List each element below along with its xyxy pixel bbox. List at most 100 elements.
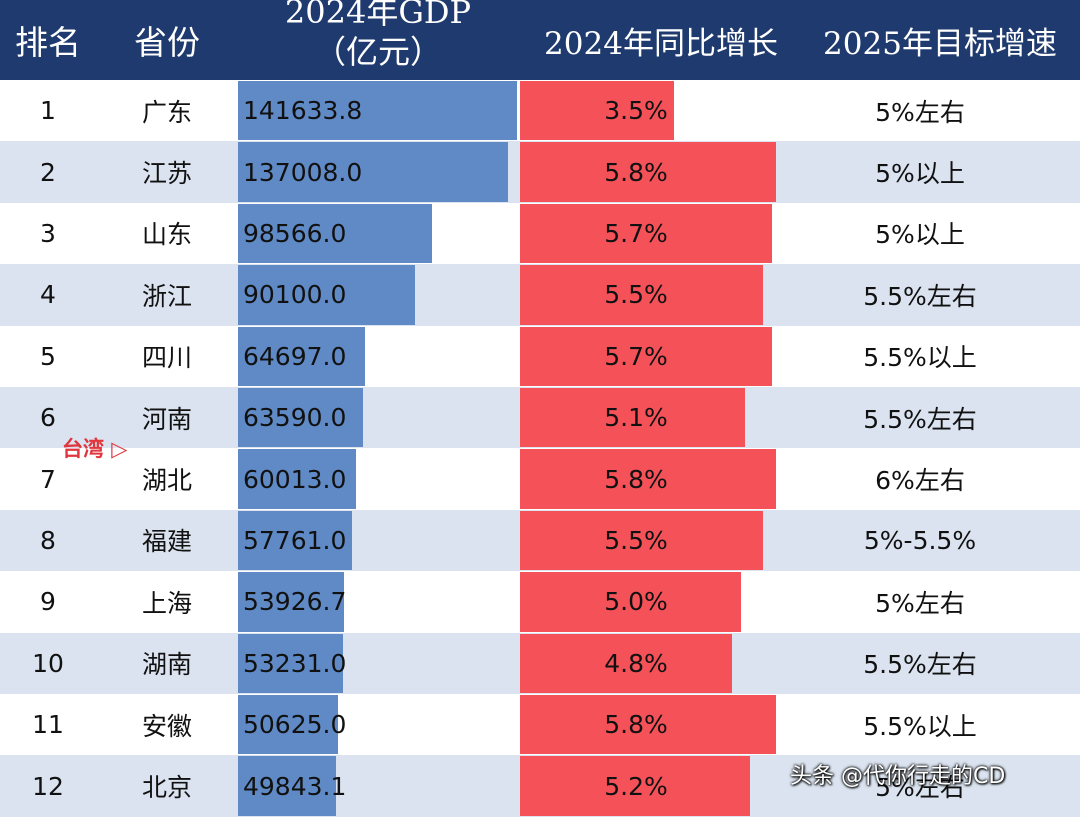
- province-cell: 广东: [141, 97, 192, 127]
- target-cell: 5.5%以上: [863, 343, 977, 373]
- growth-bar: [520, 81, 675, 141]
- province-cell: 福建: [141, 527, 192, 557]
- rank-cell: 5: [40, 341, 56, 371]
- header-rank: 排名: [15, 23, 81, 62]
- gdp-bar: [238, 572, 345, 632]
- province-cell: 江苏: [141, 159, 192, 189]
- table-row: 3 山东 98566.0 5.7% 5%以上: [0, 202, 1080, 265]
- growth-label: 5.2%: [604, 771, 668, 801]
- table-row: 12 北京 49843.1 5.2% 5%左右: [0, 755, 1080, 817]
- rank-cell: 2: [40, 157, 56, 187]
- growth-label: 5.5%: [604, 280, 668, 310]
- growth-label: 5.5%: [604, 525, 668, 555]
- rank-cell: 6: [40, 403, 56, 433]
- table-row: 4 浙江 90100.0 5.5% 5.5%左右: [0, 264, 1080, 326]
- gdp-label: 60013.0: [243, 464, 347, 494]
- target-cell: 5.5%左右: [863, 404, 977, 434]
- target-cell: 5%左右: [875, 97, 965, 127]
- table-row: 10 湖南 53231.0 4.8% 5.5%左右: [0, 632, 1080, 694]
- gdp-label: 50625.0: [243, 710, 347, 740]
- target-cell: 5.5%左右: [863, 650, 977, 680]
- table-header: 排名 省份 2024年GDP （亿元） 2024年同比增长 2025年目标增速: [0, 0, 1080, 80]
- gdp-label: 98566.0: [243, 218, 347, 248]
- province-cell: 上海: [141, 588, 192, 618]
- target-cell: 5.5%左右: [863, 281, 977, 311]
- rank-cell: 10: [32, 648, 64, 678]
- rank-cell: 3: [40, 218, 56, 248]
- growth-bar: [520, 265, 763, 325]
- table-row: 7 湖北 60013.0 5.8% 6%左右: [0, 448, 1080, 510]
- gdp-bar: [238, 388, 364, 448]
- growth-bar: [520, 449, 776, 509]
- target-cell: 5%以上: [875, 220, 965, 250]
- growth-bar: [520, 572, 741, 632]
- rank-cell: 1: [40, 96, 56, 126]
- growth-bar: [520, 388, 746, 448]
- gdp-bar: [238, 326, 366, 386]
- gdp-label: 53926.7: [243, 587, 347, 617]
- rank-cell: 7: [40, 464, 56, 494]
- table-row: 2 江苏 137008.0 5.8% 5%以上: [0, 141, 1080, 203]
- gdp-bar: [238, 449, 357, 509]
- growth-bar: [520, 510, 763, 571]
- growth-bar: [520, 326, 772, 386]
- rank-cell: 8: [40, 525, 56, 555]
- header-gdp-line1: 2024年GDP: [284, 0, 472, 31]
- growth-bar: [520, 756, 750, 816]
- target-cell: 5%以上: [875, 159, 965, 189]
- rank-cell: 12: [32, 771, 64, 801]
- gdp-label: 53231.0: [243, 648, 347, 678]
- gdp-bar: [238, 203, 433, 264]
- header-target: 2025年目标增速: [823, 25, 1057, 62]
- table-row: 9 上海 53926.7 5.0% 5%左右: [0, 571, 1080, 633]
- province-cell: 河南: [141, 404, 192, 434]
- rank-cell: 11: [32, 710, 64, 740]
- growth-bar: [520, 633, 732, 693]
- growth-label: 5.0%: [604, 587, 668, 617]
- header-gdp-line2: （亿元）: [313, 33, 442, 71]
- gdp-label: 64697.0: [243, 341, 347, 371]
- gdp-label: 57761.0: [243, 525, 347, 555]
- growth-label: 5.8%: [604, 710, 668, 740]
- gdp-label: 141633.8: [243, 96, 363, 126]
- growth-label: 5.7%: [604, 341, 668, 371]
- growth-label: 5.8%: [604, 464, 668, 494]
- province-cell: 湖南: [141, 650, 192, 680]
- gdp-bar: [238, 142, 508, 202]
- province-cell: 四川: [141, 343, 192, 373]
- gdp-bar: [238, 265, 416, 325]
- growth-label: 5.7%: [604, 218, 668, 248]
- province-cell: 浙江: [141, 281, 192, 311]
- rank-cell: 9: [40, 587, 56, 617]
- table-row: 11 安徽 50625.0 5.8% 5.5%以上: [0, 694, 1080, 756]
- taiwan-annotation: 台湾 ▷: [62, 437, 128, 461]
- gdp-bar: [238, 510, 352, 571]
- growth-label: 4.8%: [604, 648, 668, 678]
- gdp-bar: [238, 81, 517, 141]
- header-gdp: 2024年GDP （亿元）: [238, 0, 518, 72]
- table-row: 8 福建 57761.0 5.5% 5%-5.5%: [0, 509, 1080, 572]
- province-cell: 湖北: [141, 466, 192, 496]
- gdp-bar: [238, 695, 338, 755]
- table-row: 1 广东 141633.8 3.5% 5%左右: [0, 80, 1080, 142]
- header-province: 省份: [134, 23, 200, 62]
- table-row: 5 四川 64697.0 5.7% 5.5%以上: [0, 325, 1080, 387]
- table-row: 6 河南 63590.0 5.1% 5.5%左右: [0, 387, 1080, 449]
- target-cell: 5%左右: [875, 773, 965, 803]
- gdp-label: 49843.1: [243, 771, 347, 801]
- watermark: 头条 @代你行走的CD: [790, 764, 1006, 789]
- gdp-bar: [238, 633, 343, 693]
- province-cell: 山东: [141, 220, 192, 250]
- growth-bar: [520, 203, 772, 264]
- growth-label: 5.1%: [604, 403, 668, 433]
- target-cell: 5%-5.5%: [863, 525, 977, 555]
- growth-label: 3.5%: [604, 96, 668, 126]
- gdp-label: 137008.0: [243, 157, 363, 187]
- gdp-bar: [238, 756, 337, 816]
- target-cell: 5.5%以上: [863, 711, 977, 741]
- growth-bar: [520, 142, 776, 202]
- province-cell: 北京: [141, 773, 192, 803]
- rank-cell: 4: [40, 280, 56, 310]
- growth-label: 5.8%: [604, 157, 668, 187]
- target-cell: 5%左右: [875, 588, 965, 618]
